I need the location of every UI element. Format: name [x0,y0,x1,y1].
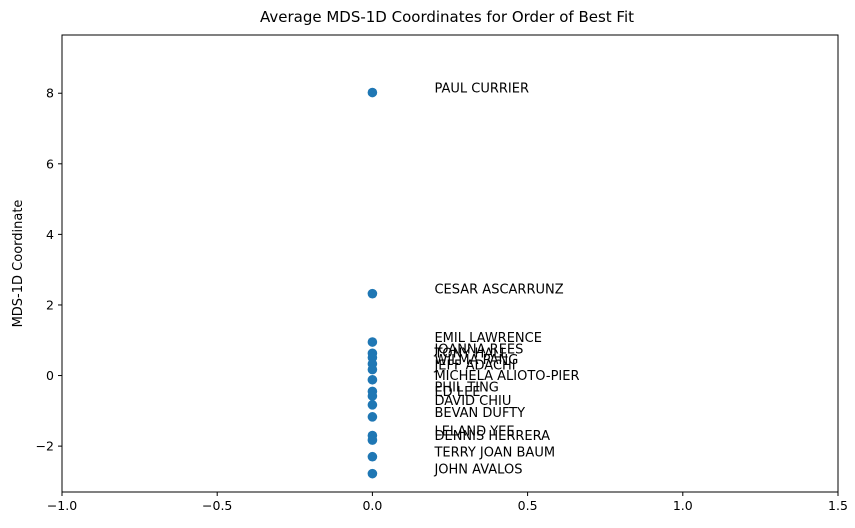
y-tick-label: 2 [46,297,54,312]
data-point [367,288,378,299]
x-axis: −1.0 −0.5 0.0 0.5 1.0 1.5 [47,492,848,513]
point-label: PAUL CURRIER [434,82,529,97]
y-tick-label: 4 [46,227,54,242]
point-label: WILMA PANG [434,353,518,368]
points-layer [367,87,378,479]
point-label: DAVID CHIU [434,394,511,409]
point-label: TERRY JOAN BAUM [433,446,555,461]
x-tick-label: −0.5 [202,498,232,513]
data-point [367,400,378,410]
x-tick-label: 1.5 [828,498,848,513]
data-point [367,391,378,401]
data-point [367,374,378,385]
point-label: CESAR ASCARRUNZ [434,283,563,298]
point-label: JOANNA REES [433,342,523,357]
point-label: DENNIS HERRERA [434,429,550,444]
point-labels-layer: PAUL CURRIER CESAR ASCARRUNZ EMIL LAWRENCE… [433,82,579,478]
x-tick-label: 0.5 [518,498,538,513]
point-label: LELAND YEE [434,425,514,440]
point-label: EMIL LAWRENCE [434,331,541,346]
data-point [367,87,378,98]
point-label: JOHN AVALOS [433,463,522,478]
y-tick-label: 8 [46,86,54,101]
data-point [367,451,378,462]
data-point [367,468,378,479]
y-tick-label: 0 [46,368,54,383]
point-label: JEFF ADACHI [433,359,515,374]
point-label: ED LEE [434,385,480,400]
data-point [367,337,378,347]
plot-frame [61,34,839,493]
data-point [367,412,378,422]
y-tick-label: −2 [36,439,54,454]
y-axis-title: MDS-1D Coordinate [11,200,26,328]
data-point [367,435,378,445]
x-tick-label: −1.0 [47,498,77,513]
point-label: MICHELA ALIOTO-PIER [434,369,579,384]
x-tick-label: 1.0 [673,498,693,513]
chart-title: Average MDS-1D Coordinates for Order of … [260,8,634,26]
point-label: TONY HALL [433,347,508,362]
point-label: PHIL TING [434,380,498,395]
y-axis: −2 0 2 4 6 8 [36,86,62,454]
x-tick-label: 0.0 [362,498,382,513]
point-label: BEVAN DUFTY [434,406,525,421]
data-point [367,364,378,375]
y-tick-label: 6 [46,156,54,171]
